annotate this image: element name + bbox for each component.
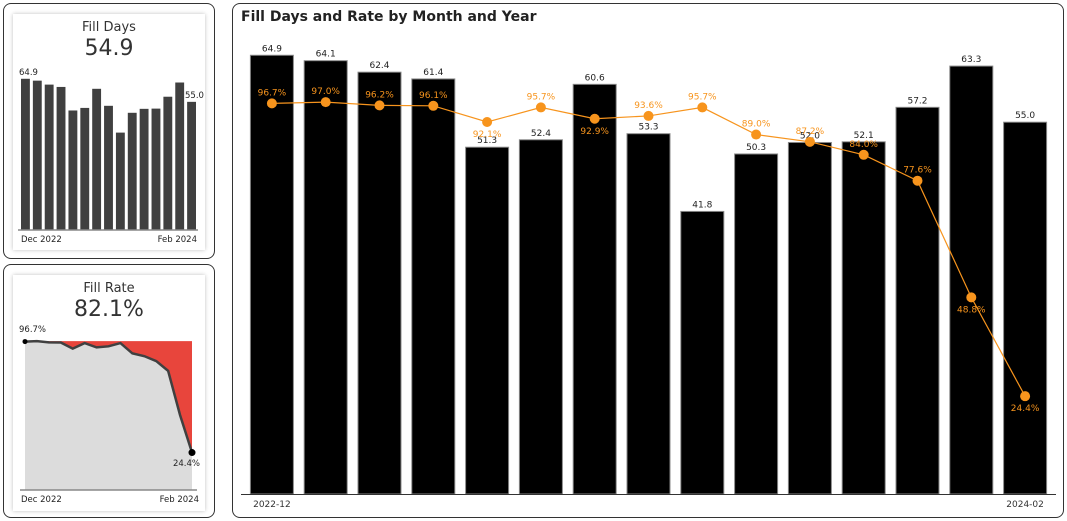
rate-point	[966, 292, 977, 303]
mini-bar	[68, 110, 78, 230]
rate-point	[535, 102, 546, 113]
rate-point	[320, 97, 331, 108]
rate-first-point	[22, 339, 28, 345]
bar-label: 41.8	[692, 200, 712, 210]
bar-label: 64.9	[262, 44, 282, 54]
bar-fill-days	[1003, 121, 1048, 495]
rate-label: 84.0%	[849, 140, 878, 150]
rate-last-point	[188, 449, 196, 457]
bar-label: 52.1	[854, 131, 874, 141]
bar-label: 62.4	[369, 61, 389, 71]
x-tick-label: 2022-12	[253, 500, 291, 510]
rate-point	[751, 129, 762, 140]
bar-fill-days	[411, 78, 456, 495]
bar-fill-days	[249, 54, 294, 495]
mini-bar	[21, 78, 30, 231]
rate-x-start: Dec 2022	[21, 495, 62, 505]
bar-fill-days	[357, 71, 402, 495]
mini-bar	[175, 82, 185, 230]
rate-label: 95.7%	[688, 92, 717, 102]
mini-bar	[44, 84, 54, 230]
mini-bar	[115, 132, 125, 230]
bar-fill-days	[572, 83, 617, 495]
mini-bar	[187, 101, 196, 230]
rate-label: 96.7%	[258, 88, 287, 98]
bar-fill-days	[626, 133, 671, 495]
mini-bar	[104, 105, 113, 230]
bar-label: 52.4	[531, 129, 551, 139]
mini-first-label: 64.9	[19, 68, 38, 78]
bar-label: 52.0	[800, 131, 820, 141]
rate-point	[589, 113, 600, 124]
rate-point	[912, 175, 923, 186]
bar-fill-days	[895, 106, 940, 495]
rate-label: 92.9%	[580, 127, 609, 137]
bar-fill-days	[841, 141, 886, 495]
rate-label: 92.1%	[473, 130, 502, 140]
bar-fill-days	[518, 139, 563, 495]
bar-fill-days	[949, 65, 994, 495]
bar-fill-days	[734, 153, 779, 495]
rate-point	[374, 100, 385, 111]
rate-point	[482, 116, 493, 127]
rate-point	[804, 136, 815, 147]
rate-first-label: 96.7%	[19, 325, 46, 335]
fill-days-title: Fill Days	[82, 20, 136, 35]
mini-bar	[151, 108, 161, 230]
rate-last-label: 24.4%	[173, 459, 200, 469]
mini-bar	[139, 108, 149, 230]
x-tick-label: 2024-02	[1006, 500, 1044, 510]
rate-area	[25, 341, 192, 490]
mini-bar	[92, 88, 102, 230]
fill-days-value: 54.9	[84, 36, 134, 61]
rate-label: 77.6%	[903, 166, 932, 176]
rate-point	[428, 100, 439, 111]
rate-point	[697, 102, 708, 113]
bar-label: 60.6	[585, 73, 605, 83]
rate-point	[1020, 391, 1031, 402]
rate-label: 93.6%	[634, 101, 663, 111]
rate-label: 97.0%	[311, 87, 340, 97]
rate-point	[858, 149, 869, 160]
bar-label: 64.1	[316, 50, 336, 60]
bar-label: 61.4	[423, 68, 443, 78]
mini-bar	[163, 96, 173, 230]
bar-fill-days	[303, 60, 348, 495]
bar-label: 51.3	[477, 136, 497, 146]
fill-rate-value: 82.1%	[74, 297, 144, 322]
rate-point	[266, 98, 277, 109]
mini-bar	[80, 107, 90, 230]
rate-label: 24.4%	[1011, 404, 1040, 414]
rate-point	[643, 110, 654, 121]
mini-last-label: 55.0	[185, 91, 204, 101]
rate-label: 48.8%	[957, 305, 986, 315]
rate-label: 87.2%	[796, 127, 825, 137]
bar-fill-days	[680, 210, 725, 495]
mini-bar	[32, 80, 42, 230]
rate-x-end: Feb 2024	[160, 495, 199, 505]
mini-bar	[56, 86, 66, 230]
rate-gap-area	[25, 341, 192, 453]
rate-label: 96.1%	[419, 91, 448, 101]
rate-mini-line	[24, 339, 194, 453]
bar-label: 50.3	[746, 143, 766, 153]
rate-label: 95.7%	[527, 92, 556, 102]
bar-label: 63.3	[961, 55, 981, 65]
bar-fill-days	[787, 141, 832, 495]
bar-fill-days	[465, 146, 510, 495]
mini-x-end: Feb 2024	[158, 235, 197, 245]
rate-label: 89.0%	[742, 120, 771, 130]
bar-label: 57.2	[907, 96, 927, 106]
chart-title: Fill Days and Rate by Month and Year	[241, 9, 537, 25]
rate-label: 96.2%	[365, 90, 394, 100]
bar-label: 53.3	[638, 123, 658, 133]
fill-rate-title: Fill Rate	[83, 281, 135, 296]
mini-x-start: Dec 2022	[21, 235, 62, 245]
bar-label: 55.0	[1015, 111, 1035, 121]
mini-bar	[127, 112, 137, 230]
